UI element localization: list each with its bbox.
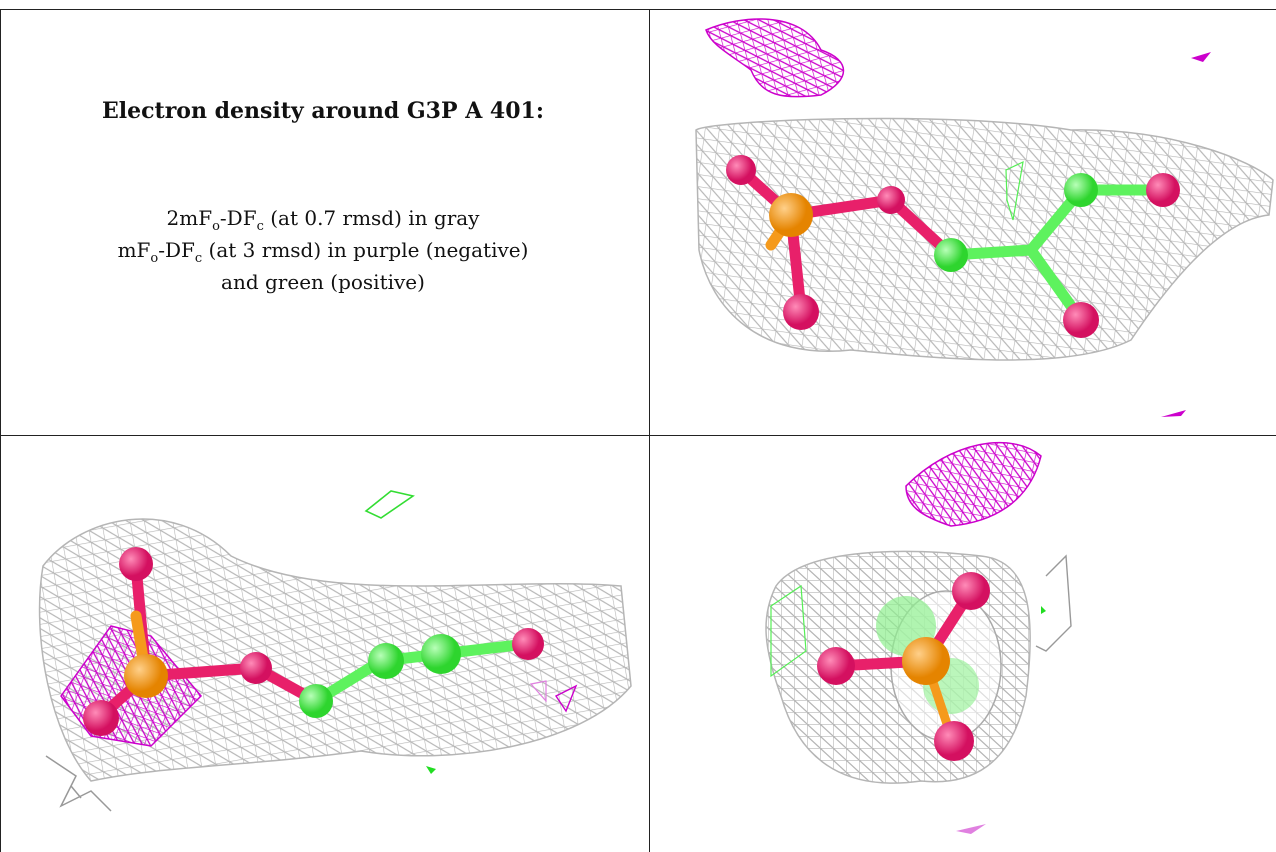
density-view-bottom-left (1, 436, 649, 852)
density-view-top-right (651, 10, 1276, 435)
caption-legend: 2mFo-DFc (at 0.7 rmsd) in gray mFo-DFc (… (12, 202, 634, 298)
density-image-bottom-left (38, 490, 632, 812)
table-border-top (0, 9, 1276, 10)
density-image-top-right (695, 18, 1274, 417)
legend-line-positive: and green (positive) (221, 270, 425, 294)
table-border-left (0, 9, 1, 852)
legend-line-2fofc: 2mFo-DFc (at 0.7 rmsd) in gray (166, 206, 480, 234)
density-image-bottom-right (765, 441, 1072, 834)
density-view-bottom-right (651, 436, 1276, 852)
caption-title: Electron density around G3P A 401: (102, 98, 544, 124)
caption-cell: Electron density around G3P A 401: 2mFo-… (12, 14, 634, 414)
table-divider-vertical (649, 9, 650, 852)
table-divider-horizontal (0, 435, 1276, 436)
legend-line-fofc: mFo-DFc (at 3 rmsd) in purple (negative) (117, 238, 529, 266)
